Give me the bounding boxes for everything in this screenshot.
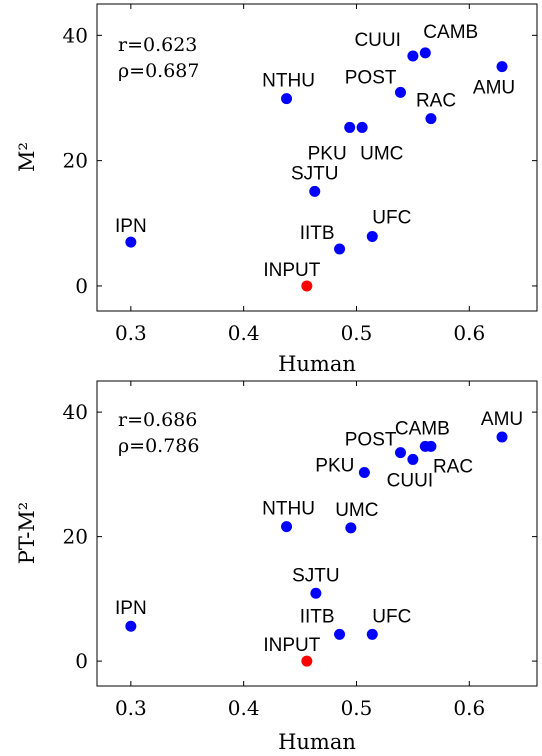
chart-m2: r=0.623 ρ=0.687 Human M² 0.3 0.4 0.5 0.6 0 20… [15, 3, 538, 376]
data-point-ufc [366, 230, 378, 242]
point-label-iitb: IITB [300, 606, 335, 627]
point-label-input: INPUT [263, 260, 320, 281]
point-label-camb: CAMB [423, 22, 478, 43]
chart-pt-m2: r=0.686 ρ=0.786 Human PT-M² 0.3 0.4 0.5 0.6… [15, 380, 538, 754]
data-point-nthu [281, 93, 293, 105]
data-point-input [301, 655, 313, 667]
y-axis-label: PT-M² [15, 502, 39, 564]
data-point-rac [425, 113, 437, 125]
x-tick-label: 0.5 [341, 321, 373, 345]
point-label-umc: UMC [335, 500, 378, 521]
y-tick-label: 40 [63, 400, 88, 424]
point-label-sjtu: SJTU [292, 565, 340, 586]
data-point-umc [356, 121, 368, 133]
tick-layer: 0.3 0.4 0.5 0.6 0 20 40 [63, 4, 537, 345]
x-tick-label: 0.4 [228, 696, 260, 720]
point-label-amu: AMU [481, 409, 523, 430]
point-label-sjtu: SJTU [291, 163, 339, 184]
data-point-ipn [125, 620, 137, 632]
point-label-post: POST [345, 67, 397, 88]
data-point-post [394, 447, 406, 459]
y-tick-label: 0 [75, 274, 88, 298]
point-label-ipn: IPN [115, 216, 147, 237]
x-tick-label: 0.3 [115, 321, 147, 345]
data-point-cuui [407, 453, 419, 465]
point-label-cuui: CUUI [354, 30, 400, 51]
point-label-post: POST [345, 430, 397, 451]
plot-frame [96, 380, 538, 687]
x-axis-label: Human [278, 730, 356, 754]
data-point-pku [358, 467, 370, 478]
y-tick-label: 20 [63, 149, 88, 173]
data-point-amu [496, 431, 508, 443]
point-label-input: INPUT [263, 635, 320, 656]
x-axis-label: Human [278, 352, 356, 376]
data-point-ufc [366, 628, 378, 640]
y-tick-label: 0 [75, 649, 88, 673]
x-tick-label: 0.6 [453, 696, 485, 720]
data-point-amu [496, 61, 508, 73]
point-label-camb: CAMB [395, 418, 450, 439]
data-point-cuui [407, 50, 419, 62]
data-point-iitb [334, 243, 346, 255]
data-point-sjtu [309, 185, 321, 197]
x-tick-label: 0.5 [341, 696, 373, 720]
spearman-rho: ρ=0.786 [118, 435, 199, 457]
point-label-nthu: NTHU [262, 71, 315, 92]
data-point-sjtu [310, 587, 322, 599]
point-label-cuui: CUUI [387, 470, 433, 491]
spearman-rho: ρ=0.687 [118, 60, 199, 82]
data-point-rac [425, 440, 437, 452]
point-label-ufc: UFC [372, 606, 411, 627]
point-label-ipn: IPN [115, 598, 147, 619]
data-point-post [394, 86, 406, 98]
data-point-iitb [334, 628, 346, 640]
point-label-rac: RAC [433, 456, 473, 477]
y-tick-label: 20 [63, 525, 88, 549]
x-tick-label: 0.3 [115, 696, 147, 720]
y-tick-label: 40 [63, 23, 88, 47]
y-axis-label: M² [15, 142, 39, 172]
x-tick-label: 0.6 [453, 321, 485, 345]
point-label-nthu: NTHU [262, 499, 315, 520]
data-point-ipn [125, 236, 137, 248]
point-label-pku: PKU [308, 143, 347, 164]
point-label-iitb: IITB [300, 223, 335, 244]
data-point-input [301, 280, 313, 292]
plot-frame [96, 3, 538, 312]
data-point-camb [419, 47, 431, 59]
data-point-pku [344, 121, 356, 133]
point-layer: CUUI CAMB AMU POST NTHU RAC PKU UMC SJTU IPN UFC II… [115, 22, 515, 292]
data-point-nthu [281, 521, 293, 533]
point-label-pku: PKU [315, 456, 354, 477]
data-point-umc [345, 522, 357, 534]
x-tick-label: 0.4 [228, 321, 260, 345]
point-label-amu: AMU [473, 78, 515, 99]
point-label-rac: RAC [416, 91, 456, 112]
tick-layer: 0.3 0.4 0.5 0.6 0 20 40 [63, 381, 537, 720]
pearson-r: r=0.623 [118, 34, 197, 56]
point-label-ufc: UFC [372, 207, 411, 228]
pearson-r: r=0.686 [118, 409, 197, 431]
point-label-umc: UMC [360, 143, 403, 164]
